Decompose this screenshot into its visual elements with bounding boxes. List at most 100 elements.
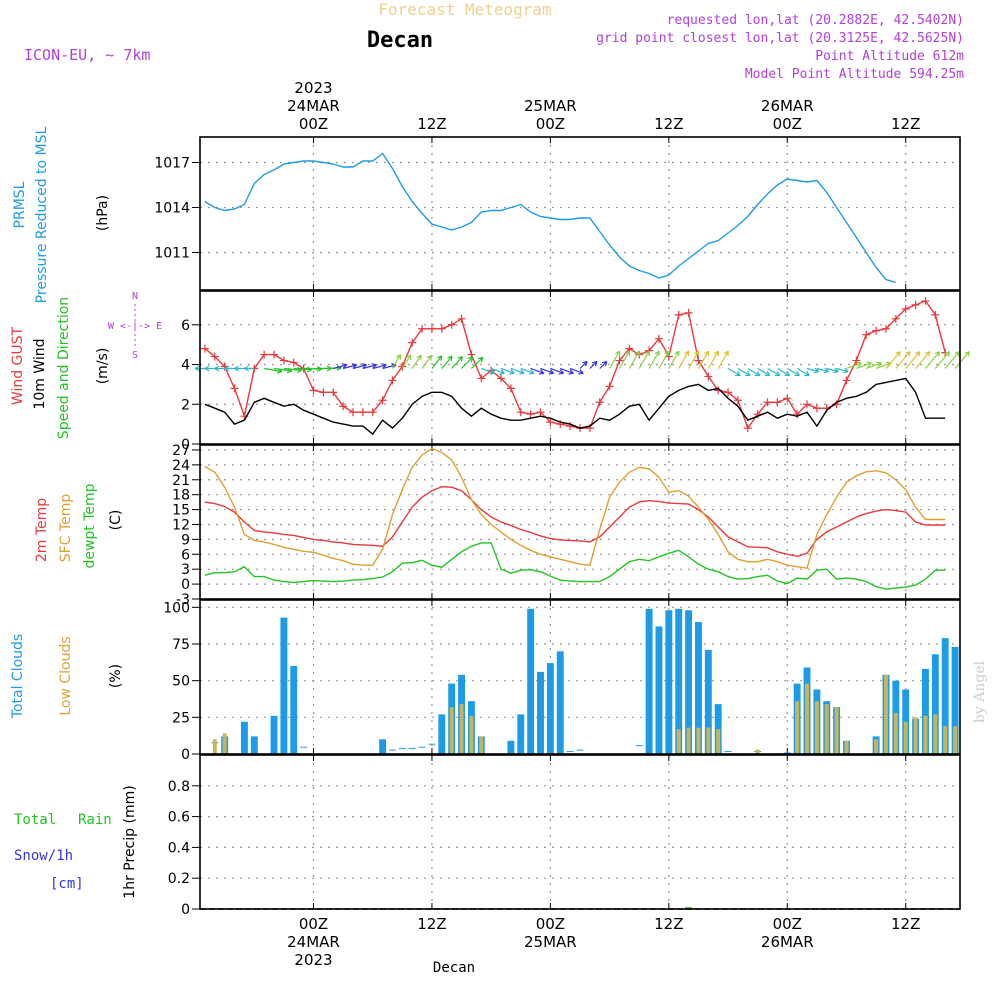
time-label: 00Z — [536, 115, 565, 133]
time-label: 2023 — [294, 951, 332, 969]
wind-arrow — [658, 350, 670, 369]
wind-arrow-head — [876, 361, 882, 368]
wind-arrow-head — [568, 369, 574, 375]
total-cloud-bar — [694, 622, 702, 754]
gust-marker — [516, 408, 525, 417]
gust-marker — [891, 314, 900, 323]
y-tick-label: 1011 — [154, 246, 190, 262]
prmsl-desc-label: Pressure Reduced to MSL — [34, 126, 50, 303]
wind-arrow — [934, 351, 950, 369]
wind-arrow — [431, 355, 443, 369]
low-cloud-bar — [814, 701, 819, 754]
total-cloud-bar — [675, 608, 683, 754]
gust-marker — [773, 398, 782, 407]
wind-arrow — [786, 367, 800, 377]
low-cloud-bar — [686, 727, 691, 754]
gust-marker — [200, 344, 209, 353]
wind-arrow-head — [436, 355, 443, 361]
wind-arrow-head — [735, 370, 741, 377]
gust-marker — [358, 408, 367, 417]
gust-marker — [901, 304, 910, 313]
gust-marker — [546, 418, 555, 427]
wind-arrow — [530, 367, 545, 374]
gust-marker — [437, 324, 446, 333]
wind-arrow — [461, 356, 474, 369]
precip-unit: 1hr Precip (mm) — [122, 785, 138, 898]
y-tick-label: 0.6 — [168, 810, 190, 826]
gust-marker — [348, 408, 357, 417]
y-tick-label: 0 — [181, 902, 190, 918]
y-tick-label: 0.2 — [168, 871, 190, 887]
wind-arrow — [391, 354, 401, 369]
gust-marker — [447, 320, 456, 329]
wind-arrow-head — [548, 369, 555, 375]
gust-marker — [210, 352, 219, 361]
wind-arrow — [885, 351, 901, 369]
clouds-panel: 0 25 50 75 100 — [163, 599, 961, 763]
wind-arrow-head — [499, 369, 505, 375]
gust-marker — [704, 372, 713, 381]
gust-marker — [852, 356, 861, 365]
gust-marker — [911, 300, 920, 309]
total-cloud-bar — [408, 748, 416, 750]
station-title: Decan — [367, 28, 433, 53]
total-cloud-bar — [507, 740, 515, 754]
gust-marker — [595, 398, 604, 407]
gust-marker — [674, 310, 683, 319]
total-label: Total — [14, 812, 56, 828]
gust-marker — [260, 350, 269, 359]
gust-marker — [654, 334, 663, 343]
series-line — [204, 485, 946, 558]
gust-marker — [339, 402, 348, 411]
gust-marker — [497, 374, 506, 383]
gust-marker — [477, 374, 486, 383]
low-clouds-label: Low Clouds — [58, 636, 74, 715]
time-label: 12Z — [891, 915, 920, 933]
requested-coords: requested lon,lat (20.2882E, 42.5402N) — [667, 13, 964, 28]
dewpt-label: dewpt Temp — [82, 483, 98, 568]
gust-marker — [319, 388, 328, 397]
y-tick-label: 9 — [181, 532, 190, 548]
wind-arrow-head — [784, 370, 791, 377]
wind-arrow-head — [591, 360, 598, 367]
y-tick-label: 12 — [172, 517, 190, 533]
wind-arrow — [264, 367, 282, 373]
wind-arrow — [875, 362, 892, 370]
total-cloud-bar — [537, 671, 544, 754]
time-label: 25MAR — [524, 97, 577, 115]
time-label: 12Z — [417, 115, 446, 133]
time-label: 24MAR — [287, 97, 340, 115]
wind-arrow — [697, 350, 709, 369]
y-tick-label: 0 — [181, 577, 190, 593]
wind-arrow-head — [866, 361, 872, 368]
y-tick-label: 50 — [172, 674, 190, 690]
y-tick-label: 3 — [181, 562, 190, 578]
series-line — [204, 542, 946, 590]
series-line — [204, 377, 946, 436]
panel-frame — [199, 599, 961, 755]
wind-arrow-head — [774, 370, 781, 377]
wind-arrow-head — [457, 356, 463, 362]
wind-arrow-head — [538, 369, 545, 375]
gust-marker — [931, 310, 940, 319]
wind-arrow-head — [489, 369, 495, 375]
wind-arrow — [826, 367, 839, 373]
low-cloud-bar — [479, 736, 484, 754]
total-cloud-bar — [566, 751, 574, 753]
time-label: 00Z — [773, 915, 802, 933]
y-tick-label: 100 — [163, 600, 190, 616]
wind-arrow-head — [833, 367, 839, 374]
gust-marker — [230, 384, 239, 393]
low-cloud-bar — [469, 715, 474, 754]
gust-marker — [329, 388, 338, 397]
y-tick-label: 6 — [181, 547, 190, 563]
gust-marker — [881, 324, 890, 333]
temp-unit: (C) — [108, 510, 124, 531]
snow-unit-label: [cm] — [50, 876, 84, 892]
wind-arrow — [421, 355, 432, 369]
snow-label: Snow/1h — [14, 848, 73, 864]
wind-arrow — [471, 356, 484, 369]
low-cloud-bar — [696, 727, 701, 754]
wind-arrow-head — [895, 351, 901, 357]
